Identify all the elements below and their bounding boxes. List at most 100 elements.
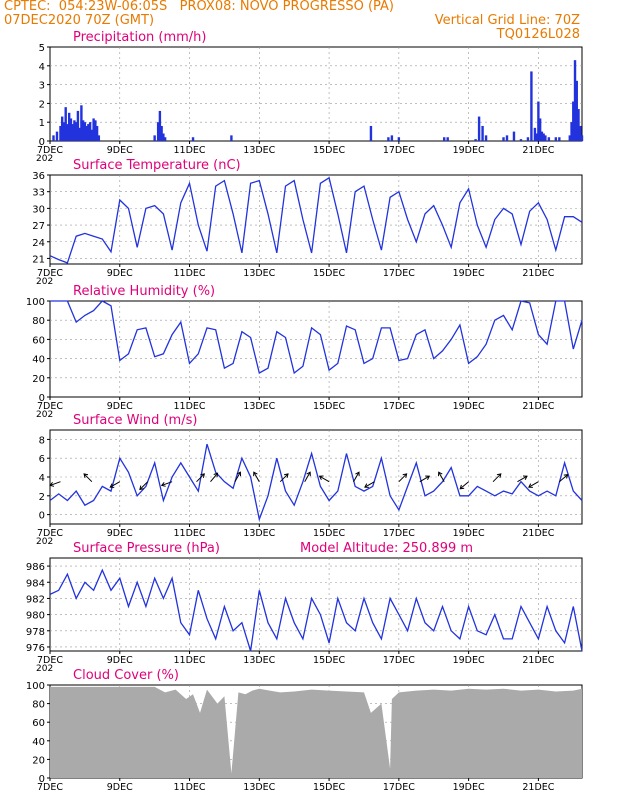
precip-bar bbox=[87, 124, 90, 141]
precip-bar bbox=[573, 60, 577, 141]
precip-bar bbox=[572, 101, 575, 141]
y-tick-label: 3 bbox=[39, 81, 45, 92]
precip-bar bbox=[505, 135, 509, 141]
x-tick-label: 19DEC bbox=[453, 268, 485, 279]
precip-bar bbox=[73, 120, 76, 141]
panel-title: Precipitation (mm/h) bbox=[73, 30, 206, 45]
wind-arrow-head bbox=[402, 473, 408, 478]
x-tick-label: 15DEC bbox=[313, 782, 345, 793]
precip-bar bbox=[52, 135, 55, 141]
wind-arrow-head bbox=[364, 483, 369, 488]
precip-bar bbox=[474, 139, 477, 141]
wind-arrow bbox=[528, 481, 539, 488]
wind-arrow-head bbox=[522, 475, 528, 480]
wind-arrow-head bbox=[496, 473, 502, 478]
precip-bar bbox=[61, 116, 64, 141]
precip-bar bbox=[519, 139, 523, 141]
precip-bar bbox=[97, 135, 101, 141]
x-tick-label: 7DEC bbox=[37, 145, 63, 156]
x-tick-label: 19DEC bbox=[453, 782, 485, 793]
precip-bar bbox=[575, 80, 578, 141]
plot-frame bbox=[49, 174, 583, 265]
y-tick-label: 36 bbox=[32, 171, 45, 182]
y-tick-label: 978 bbox=[26, 627, 45, 638]
precip-bar bbox=[542, 133, 545, 141]
y-tick-label: 60 bbox=[32, 718, 45, 729]
y-tick-label: 0 bbox=[39, 511, 45, 522]
y-tick-label: 20 bbox=[32, 755, 45, 766]
precip-bar bbox=[64, 107, 67, 141]
y-tick-label: 80 bbox=[32, 700, 45, 711]
wind-arrow bbox=[234, 471, 241, 482]
wind-arrow-head bbox=[109, 483, 115, 488]
wind-arrow-head bbox=[318, 475, 324, 480]
header-station: CPTEC: 054:23W-06:05S PROX08: NOVO PROGR… bbox=[4, 0, 394, 14]
wind-arrow-head bbox=[459, 484, 465, 490]
precip-bar bbox=[369, 125, 373, 141]
panel-title: Cloud Cover (%) bbox=[73, 668, 179, 683]
x-year-fragment: 202 bbox=[36, 410, 53, 420]
x-tick-label: 21DEC bbox=[522, 528, 554, 539]
header-grid-line: Vertical Grid Line: 70Z bbox=[434, 13, 580, 28]
precip-bar bbox=[540, 131, 544, 141]
model-altitude: Model Altitude: 250.899 m bbox=[300, 541, 473, 556]
precip-bar bbox=[153, 135, 156, 141]
precip-bar bbox=[92, 118, 95, 141]
x-tick-label: 11DEC bbox=[174, 268, 206, 279]
precip-bar bbox=[390, 135, 394, 141]
precip-bar bbox=[76, 110, 80, 141]
x-tick-label: 13DEC bbox=[243, 782, 275, 793]
precip-bar bbox=[88, 122, 92, 141]
x-tick-label: 21DEC bbox=[522, 782, 554, 793]
wind-arrow-head bbox=[200, 473, 205, 478]
precip-bar bbox=[66, 124, 69, 141]
x-tick-label: 9DEC bbox=[107, 401, 133, 412]
y-tick-label: 986 bbox=[26, 562, 45, 573]
series-line bbox=[50, 300, 583, 375]
x-tick-label: 15DEC bbox=[313, 401, 345, 412]
wind-arrow-head bbox=[236, 471, 242, 477]
x-tick-label: 11DEC bbox=[174, 145, 206, 156]
x-tick-label: 17DEC bbox=[383, 268, 415, 279]
wind-arrow-head bbox=[438, 471, 443, 477]
wind-arrow bbox=[304, 471, 311, 482]
x-tick-label: 11DEC bbox=[174, 401, 206, 412]
x-tick-label: 13DEC bbox=[243, 401, 275, 412]
precip-bar bbox=[580, 135, 584, 141]
y-tick-label: 100 bbox=[26, 681, 45, 692]
y-tick-label: 5 bbox=[39, 43, 45, 54]
y-tick-label: 982 bbox=[26, 594, 45, 605]
precip-bar bbox=[568, 135, 571, 141]
y-tick-label: 1 bbox=[39, 118, 45, 129]
panel-title: Surface Pressure (hPa) bbox=[73, 541, 220, 556]
precip-bar bbox=[62, 122, 66, 141]
series-line bbox=[49, 443, 583, 522]
x-tick-label: 7DEC bbox=[37, 655, 63, 666]
wind-arrow bbox=[139, 481, 149, 490]
x-tick-label: 7DEC bbox=[37, 782, 63, 793]
precip-bar bbox=[67, 112, 71, 141]
precip-bar bbox=[397, 137, 401, 141]
header-datetime: 07DEC2020 70Z (GMT) bbox=[4, 13, 155, 28]
x-year-fragment: 202 bbox=[36, 664, 53, 674]
precip-bar bbox=[71, 124, 74, 141]
wind-arrow bbox=[210, 472, 218, 483]
precip-bar bbox=[537, 101, 540, 141]
x-tick-label: 13DEC bbox=[243, 268, 275, 279]
y-tick-label: 20 bbox=[32, 374, 45, 385]
wind-arrow bbox=[279, 473, 289, 483]
x-tick-label: 21DEC bbox=[522, 401, 554, 412]
y-tick-label: 40 bbox=[32, 737, 45, 748]
precip-bar bbox=[530, 71, 533, 141]
x-tick-label: 15DEC bbox=[313, 528, 345, 539]
wind-arrow bbox=[438, 471, 445, 482]
wind-arrow bbox=[364, 481, 375, 488]
wind-arrow bbox=[419, 475, 430, 483]
precip-bar bbox=[544, 135, 547, 141]
y-tick-label: 30 bbox=[32, 204, 45, 215]
wind-arrow-head bbox=[528, 483, 533, 488]
wind-arrow bbox=[353, 471, 360, 482]
y-tick-label: 21 bbox=[32, 254, 45, 265]
x-tick-label: 7DEC bbox=[37, 528, 63, 539]
